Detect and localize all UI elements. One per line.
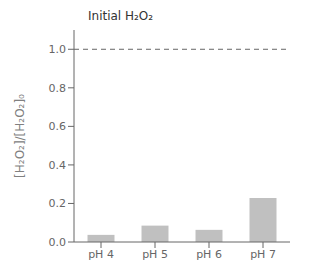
svg-text:0.2: 0.2 [49, 197, 67, 210]
svg-text:pH 7: pH 7 [250, 248, 276, 261]
svg-text:0.8: 0.8 [49, 82, 67, 95]
svg-text:pH 6: pH 6 [196, 248, 222, 261]
svg-text:0.4: 0.4 [49, 159, 67, 172]
svg-text:1.0: 1.0 [49, 43, 67, 56]
html-text:Initial H₂O₂: Initial H₂O₂ [88, 9, 154, 23]
svg-text:0.0: 0.0 [49, 236, 67, 249]
svg-text:pH 5: pH 5 [142, 248, 168, 261]
svg-text:0.6: 0.6 [49, 120, 67, 133]
svg-text:pH 4: pH 4 [88, 248, 114, 261]
svg-text:[H₂O₂]/[H₂O₂]₀: [H₂O₂]/[H₂O₂]₀ [13, 94, 27, 178]
